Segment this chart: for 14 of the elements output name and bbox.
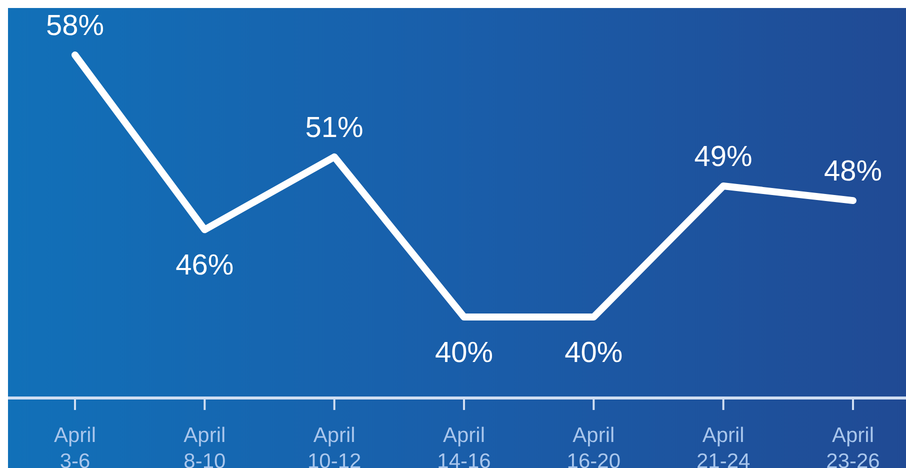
x-tick-label: April 14-16 — [437, 424, 491, 468]
data-label: 51% — [305, 112, 364, 144]
data-label: 49% — [694, 141, 752, 173]
data-label: 40% — [434, 337, 494, 369]
x-tick-label: April 23-26 — [826, 424, 880, 468]
x-tick-label: April 10-12 — [307, 424, 362, 468]
data-label: 58% — [46, 10, 104, 42]
data-label: 40% — [564, 337, 623, 369]
x-tick-label: April 21-24 — [696, 424, 751, 468]
data-label: 46% — [176, 250, 234, 282]
x-tick-label: April 3-6 — [54, 424, 96, 468]
data-label: 48% — [824, 156, 882, 188]
x-tick-label: April 8-10 — [184, 424, 226, 468]
x-tick-label: April 16-20 — [566, 424, 621, 468]
